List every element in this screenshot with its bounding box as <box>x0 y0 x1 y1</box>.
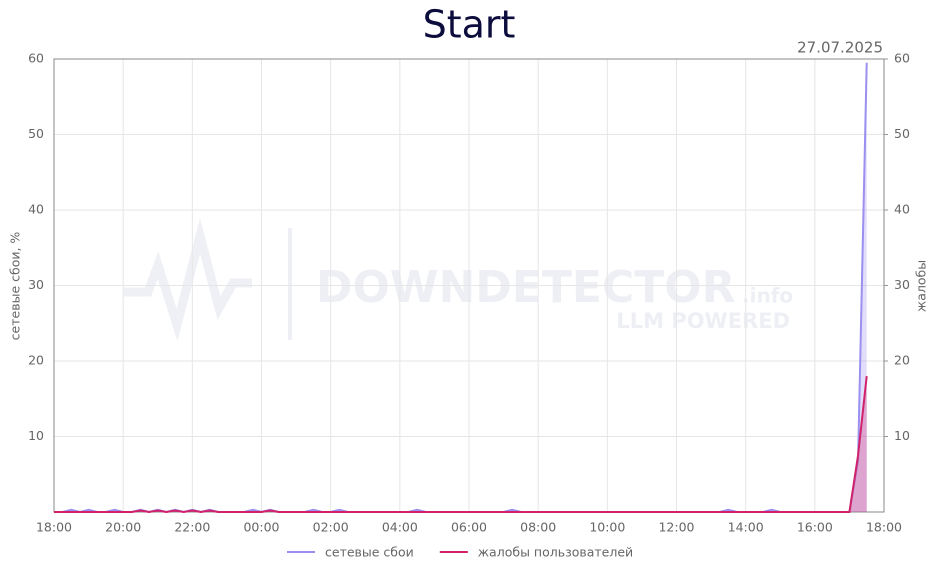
date-annotation: 27.07.2025 <box>797 39 883 57</box>
y2-axis-label: жалобы <box>914 260 929 312</box>
x-tick-label: 18:00 <box>36 520 72 535</box>
y2-tick-label: 30 <box>894 277 910 292</box>
watermark-suffix: .info <box>742 284 793 308</box>
y2-tick-label: 60 <box>894 51 910 66</box>
x-tick-label: 12:00 <box>658 520 694 535</box>
x-tick-label: 10:00 <box>589 520 625 535</box>
x-tick-label: 22:00 <box>174 520 210 535</box>
watermark-brand: DOWNDETECTOR <box>316 262 736 313</box>
x-tick-label: 18:00 <box>866 520 902 535</box>
chart-title: Start <box>423 3 516 47</box>
legend-label: жалобы пользователей <box>478 545 633 560</box>
watermark: DOWNDETECTOR .info LLM POWERED <box>124 218 793 342</box>
y-tick-label: 10 <box>28 428 44 443</box>
series-line <box>54 375 868 514</box>
legend-label: сетевые сбои <box>325 545 414 560</box>
y2-tick-label: 20 <box>894 353 910 368</box>
y-tick-label: 20 <box>28 353 44 368</box>
y2-tick-label: 10 <box>894 428 910 443</box>
y-tick-label: 60 <box>28 51 44 66</box>
y-tick-label: 50 <box>28 126 44 141</box>
x-tick-label: 04:00 <box>382 520 418 535</box>
x-tick-label: 06:00 <box>451 520 487 535</box>
y-axis-label: сетевые сбои, % <box>8 232 23 341</box>
x-tick-label: 08:00 <box>520 520 556 535</box>
y-tick-label: 40 <box>28 202 44 217</box>
x-tick-label: 16:00 <box>797 520 833 535</box>
series-area <box>54 376 867 512</box>
y2-tick-label: 40 <box>894 202 910 217</box>
x-tick-label: 02:00 <box>313 520 349 535</box>
x-tick-label: 00:00 <box>243 520 279 535</box>
watermark-tagline: LLM POWERED <box>616 309 790 333</box>
y2-tick-label: 50 <box>894 126 910 141</box>
x-tick-label: 20:00 <box>105 520 141 535</box>
y-tick-label: 30 <box>28 277 44 292</box>
x-tick-label: 14:00 <box>728 520 764 535</box>
watermark-icon <box>124 218 252 342</box>
